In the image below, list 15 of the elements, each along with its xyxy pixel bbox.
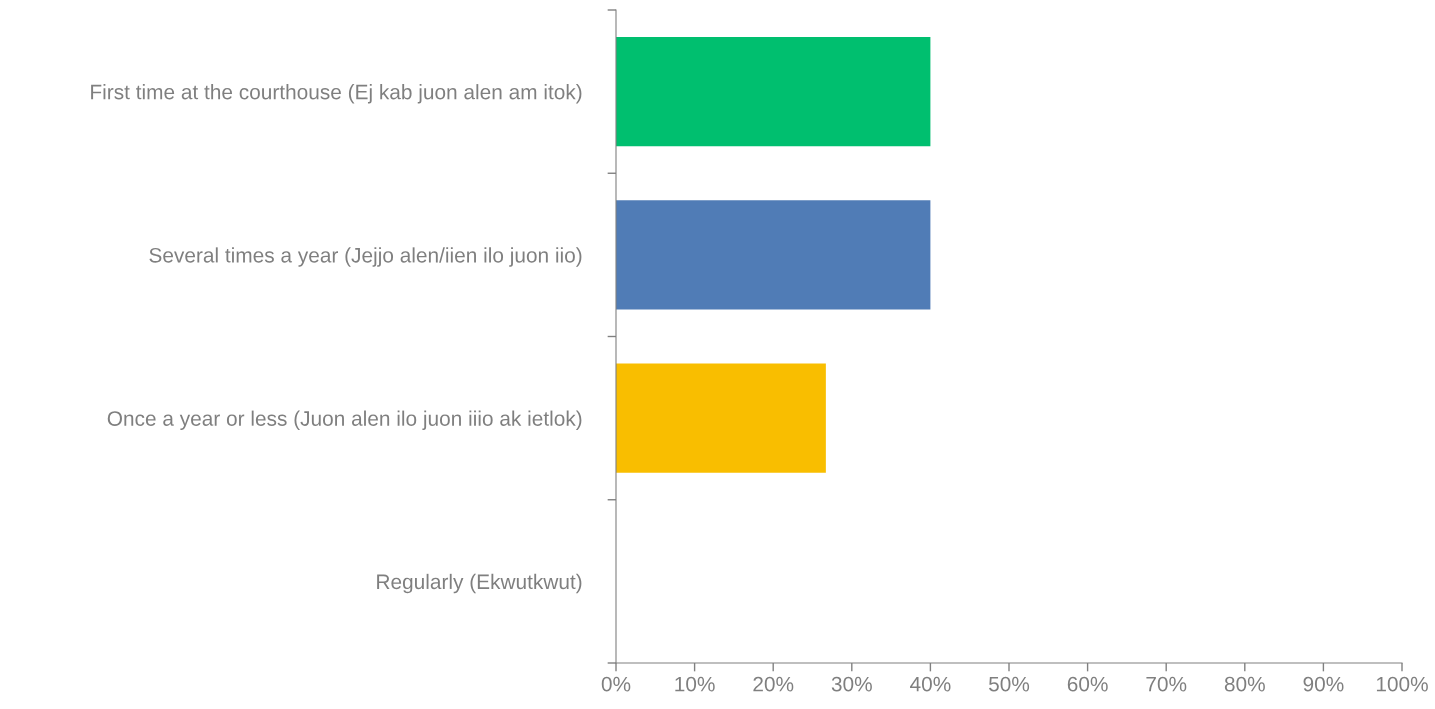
x-tick-label: 0% [601,676,631,692]
y-tick-label: First time at the courthouse (Ej kab juon alen am itok) [91,84,582,104]
x-tick-label: 80% [1224,676,1265,692]
x-tick-label: 40% [910,676,951,692]
x-tick-label: 50% [988,676,1030,692]
x-tick-label: 10% [675,676,715,692]
x-tick-label: 30% [831,676,872,692]
y-tick-label: Regularly (Ekwutkwut) [377,573,582,594]
y-tick-label: Several times a year (Jejjo alen/iien ilo juon iio) [149,247,582,267]
x-tick-label: 100% [1376,676,1428,692]
x-tick-label: 70% [1146,676,1187,692]
y-tick-label: Once a year or less (Juon alen ilo juon iiio ak ietlok) [107,410,582,430]
x-tick-label: 90% [1303,676,1344,692]
x-tick-label: 20% [753,676,794,692]
x-tick-label: 60% [1067,676,1108,692]
